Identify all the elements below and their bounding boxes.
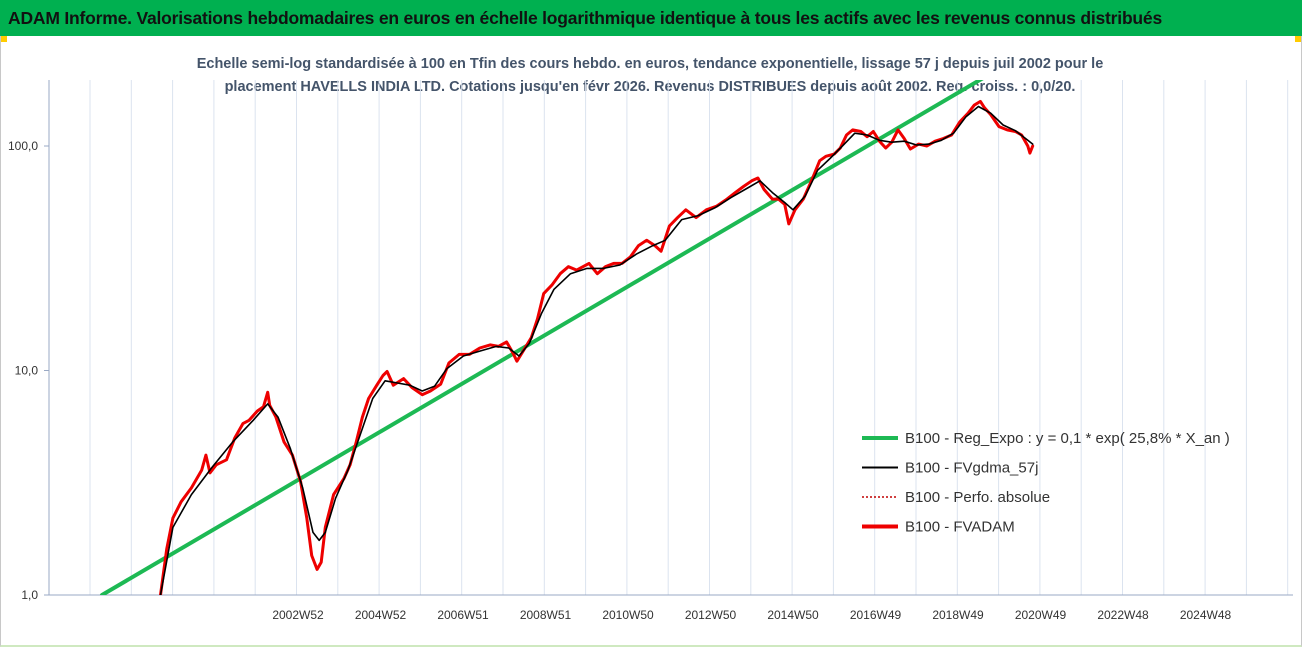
y-tick-label: 1,0 [21,588,38,602]
x-axis-ticks: 2002W52 2004W52 2006W51 2008W51 2010W50 2012W… [272,608,1231,622]
grid-lines [89,80,1289,595]
x-tick-label: 2014W50 [767,608,819,622]
corner-accent-left [0,36,7,42]
legend: B100 - Reg_Expo : y = 0,1 * exp( 25,8% *… [862,430,1230,536]
chart-subtitle-line-2: placement HAVELLS INDIA LTD. Cotations j… [224,79,1076,95]
x-tick-label: 2008W51 [520,608,572,622]
series-fvadam-line [159,99,1035,595]
series-fvgdma-line [159,105,1034,595]
x-tick-label: 2016W49 [850,608,902,622]
legend-regression-label: B100 - Reg_Expo : y = 0,1 * exp( 25,8% *… [905,430,1230,447]
x-tick-label: 2004W52 [355,608,407,622]
legend-perfo-label: B100 - Perfo. absolue [905,489,1050,506]
report-title: ADAM Informe. Valorisations hebdomadaire… [8,8,1162,28]
x-tick-label: 2020W49 [1015,608,1067,622]
report-header: ADAM Informe. Valorisations hebdomadaire… [0,0,1302,36]
x-tick-label: 2012W50 [685,608,737,622]
x-tick-label: 2002W52 [272,608,324,622]
series-regression-line [100,80,984,595]
y-tick-label: 10,0 [15,364,39,378]
x-tick-label: 2024W48 [1180,608,1232,622]
legend-fvadam-label: B100 - FVADAM [905,519,1015,536]
y-axis-ticks: 1,0 10,0 100,0 [8,139,49,602]
x-tick-label: 2022W48 [1097,608,1149,622]
x-tick-label: 2006W51 [437,608,489,622]
corner-accent-right [1295,36,1302,42]
x-tick-label: 2018W49 [932,608,984,622]
series-group [100,80,1035,595]
x-tick-label: 2010W50 [602,608,654,622]
chart-subtitle-line-1: Echelle semi-log standardisée à 100 en T… [196,56,1104,72]
y-tick-label: 100,0 [8,139,38,153]
legend-fvgdma-label: B100 - FVgdma_57j [905,460,1038,477]
